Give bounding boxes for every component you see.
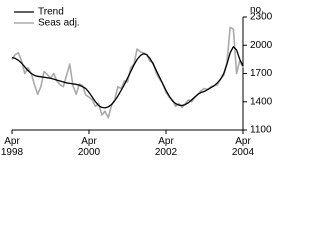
- series-line: [11, 46, 244, 109]
- x-tick-label: Apr 1998: [0, 136, 24, 158]
- x-tick-label: Apr 2002: [154, 136, 178, 158]
- y-tick-label: 2000: [250, 40, 273, 51]
- y-tick-label: 1700: [250, 68, 273, 79]
- chart: no. 1100 1400 1700 2000 2300 Trend Seas adj. A…: [0, 4, 273, 158]
- x-tick-label: Apr 2000: [77, 136, 101, 158]
- y-tick-label: 1400: [250, 96, 273, 107]
- y-tick-label: 2300: [250, 12, 273, 23]
- y-axis-label: no.: [250, 5, 264, 16]
- x-tick-label: Apr 2004: [231, 136, 255, 158]
- y-tick-label: 1100: [250, 125, 272, 136]
- series-line: [11, 26, 244, 119]
- legend-label: Trend: [38, 7, 64, 18]
- legend-label: Seas adj.: [38, 18, 80, 29]
